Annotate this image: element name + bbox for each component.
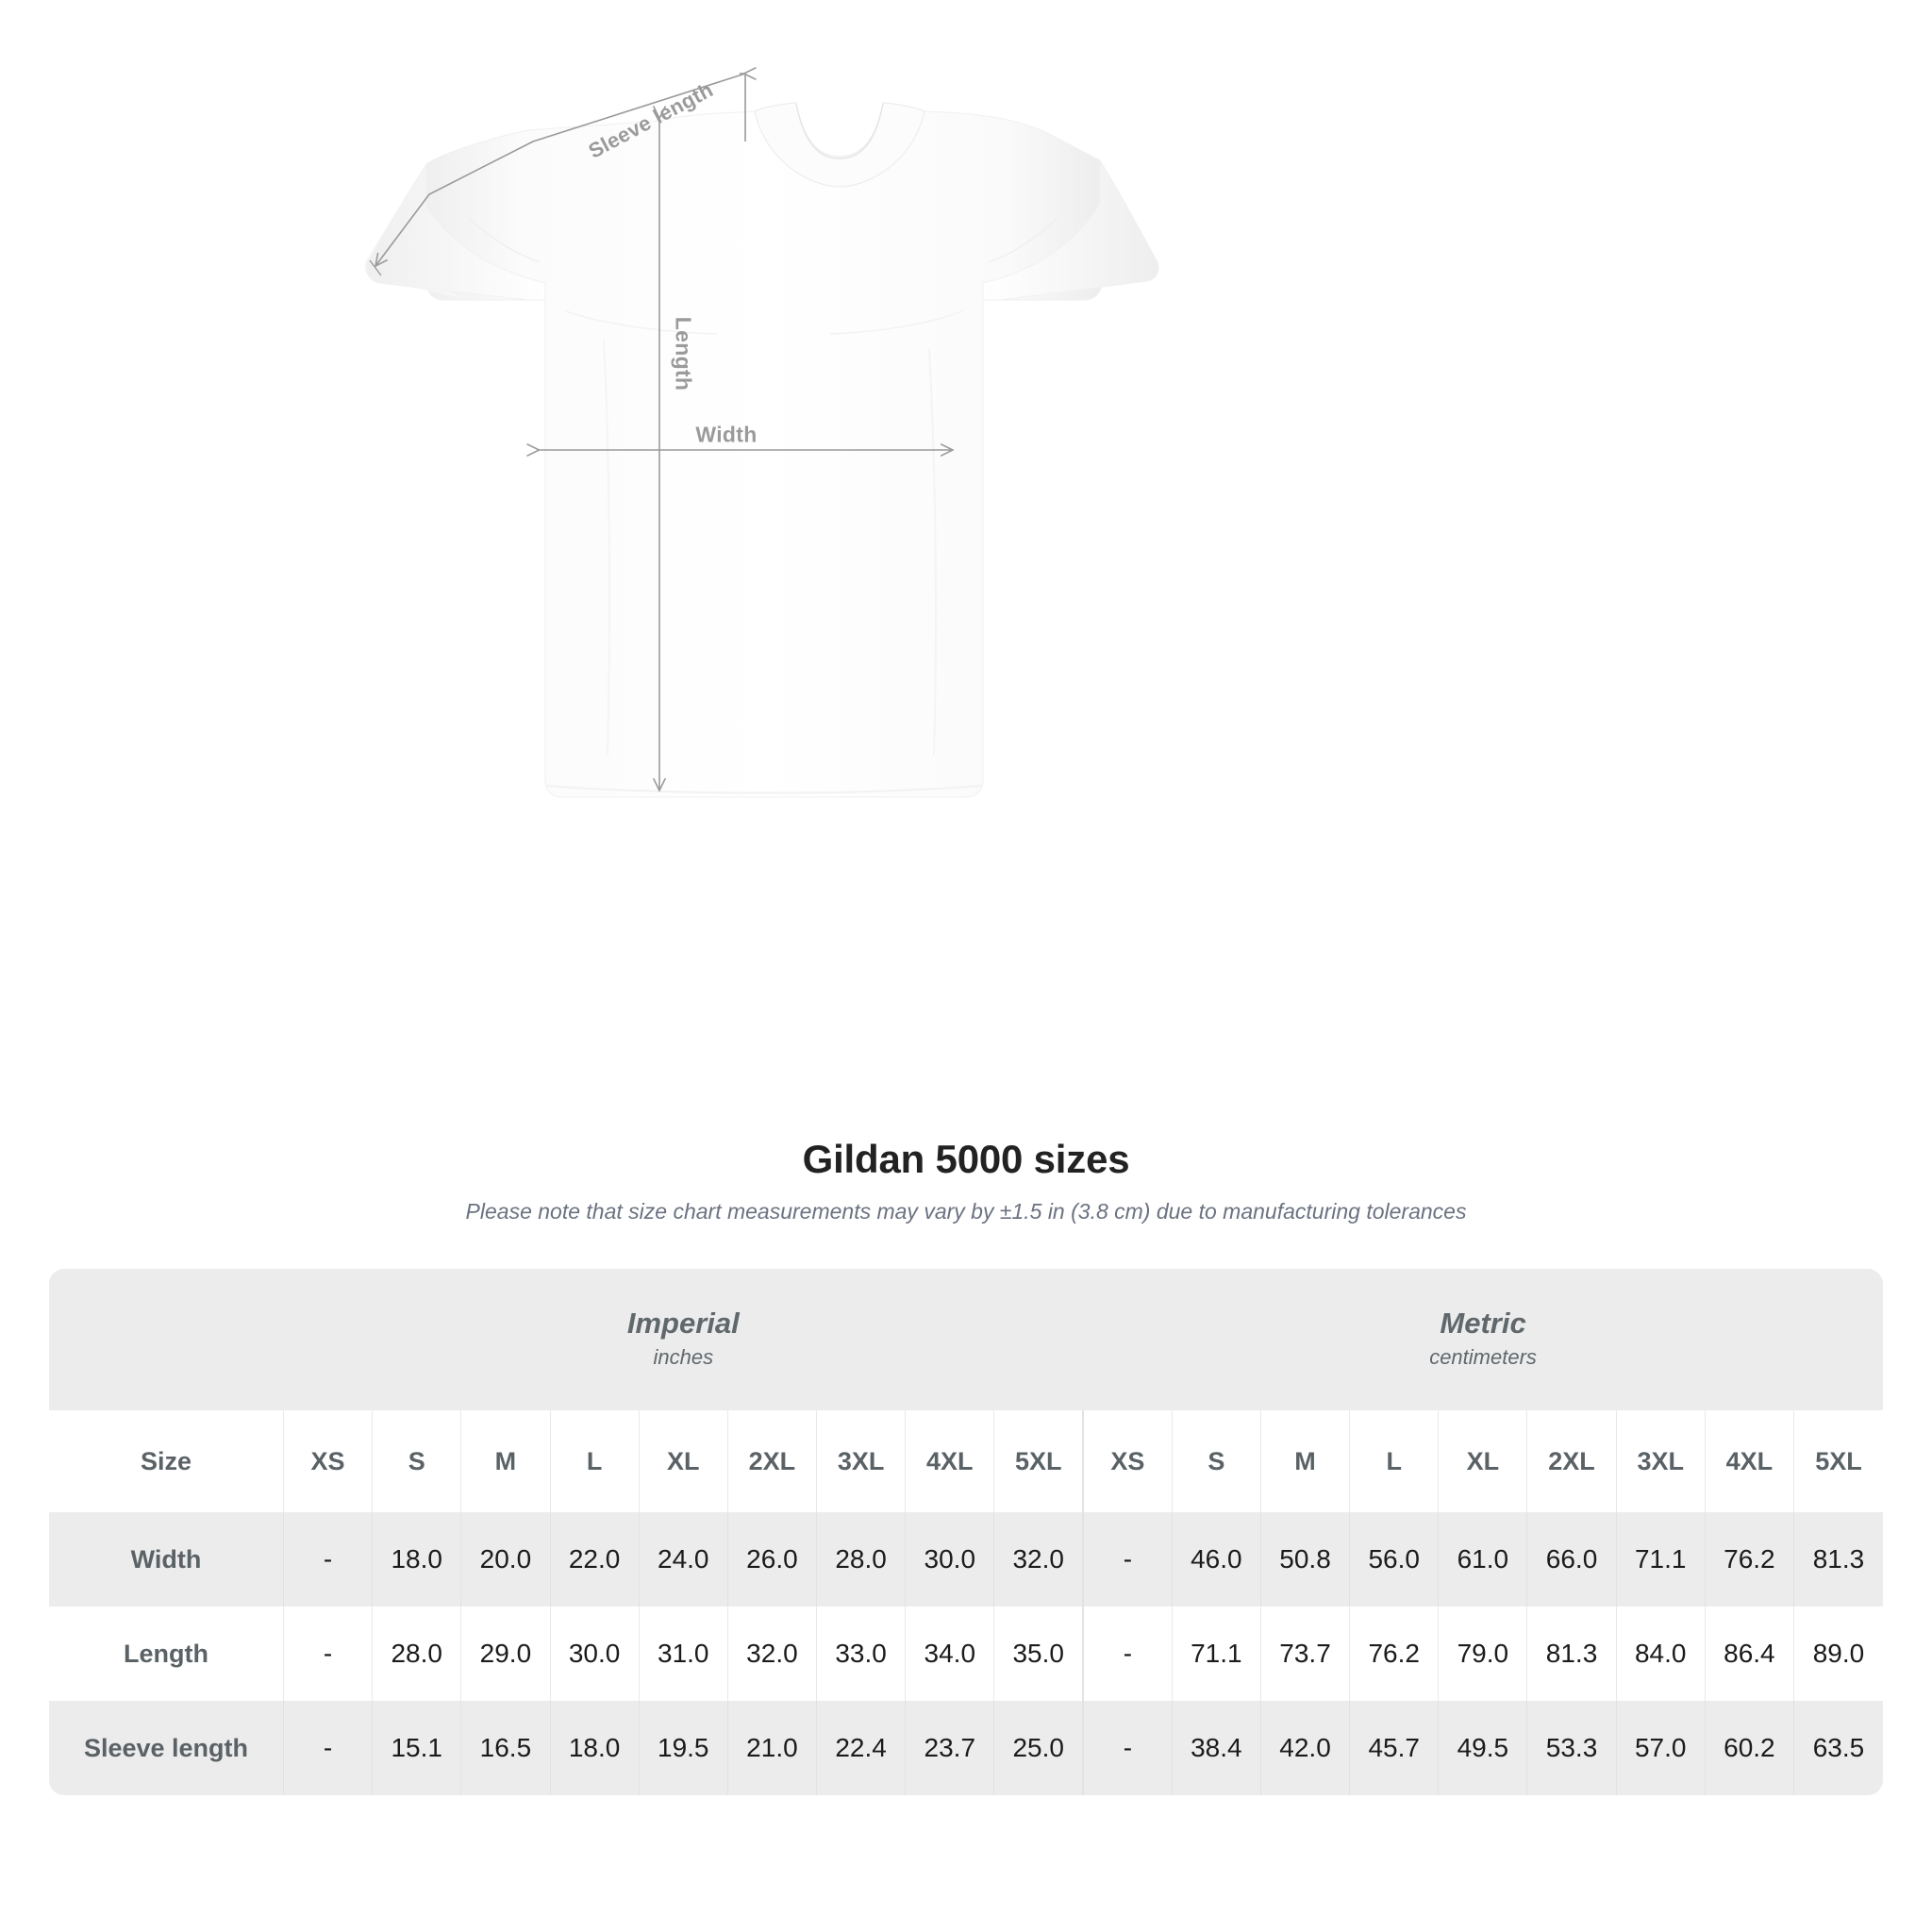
cell-sleeve-metric-xs: - xyxy=(1082,1701,1173,1795)
size-header-imperial-xs: XS xyxy=(282,1410,373,1512)
row-label-length: Length xyxy=(49,1607,284,1701)
cell-width-imperial-3xl: 28.0 xyxy=(816,1512,906,1607)
size-header-metric-l: L xyxy=(1349,1410,1439,1512)
cell-sleeve-imperial-3xl: 22.4 xyxy=(816,1701,906,1795)
cell-sleeve-metric-xl: 49.5 xyxy=(1438,1701,1527,1795)
cell-length-metric-s: 71.1 xyxy=(1171,1607,1261,1701)
size-chart-table-wrap: Imperial inches Metric centimeters Size … xyxy=(49,1269,1883,1795)
cell-sleeve-imperial-l: 18.0 xyxy=(549,1701,640,1795)
cell-width-metric-xl: 61.0 xyxy=(1438,1512,1527,1607)
cell-length-imperial-4xl: 34.0 xyxy=(905,1607,994,1701)
cell-sleeve-imperial-5xl: 25.0 xyxy=(993,1701,1084,1795)
size-header-metric-xl: XL xyxy=(1438,1410,1527,1512)
size-header-imperial-s: S xyxy=(372,1410,461,1512)
size-header-label: Size xyxy=(49,1410,284,1512)
cell-length-imperial-xl: 31.0 xyxy=(638,1607,728,1701)
row-label-width: Width xyxy=(49,1512,284,1607)
cell-length-metric-2xl: 81.3 xyxy=(1526,1607,1617,1701)
cell-width-metric-5xl: 81.3 xyxy=(1792,1512,1883,1607)
size-header-imperial-xl: XL xyxy=(638,1410,728,1512)
length-label: Length xyxy=(671,316,696,391)
cell-length-imperial-3xl: 33.0 xyxy=(816,1607,906,1701)
cell-width-imperial-4xl: 30.0 xyxy=(905,1512,994,1607)
cell-sleeve-metric-4xl: 60.2 xyxy=(1704,1701,1794,1795)
cell-length-metric-xs: - xyxy=(1082,1607,1173,1701)
size-header-imperial-2xl: 2XL xyxy=(726,1410,817,1512)
cell-width-metric-2xl: 66.0 xyxy=(1526,1512,1617,1607)
cell-width-imperial-m: 20.0 xyxy=(460,1512,550,1607)
cell-width-imperial-s: 18.0 xyxy=(372,1512,461,1607)
size-header-imperial-m: M xyxy=(460,1410,550,1512)
cell-sleeve-imperial-4xl: 23.7 xyxy=(905,1701,994,1795)
unit-cell-metric: Metric centimeters xyxy=(1083,1269,1883,1410)
cell-length-metric-5xl: 89.0 xyxy=(1792,1607,1883,1701)
row-label-sleeve-length: Sleeve length xyxy=(49,1701,284,1795)
cell-width-imperial-l: 22.0 xyxy=(549,1512,640,1607)
cell-sleeve-metric-s: 38.4 xyxy=(1171,1701,1261,1795)
page-title: Gildan 5000 sizes xyxy=(802,1137,1130,1181)
page-subtitle: Please note that size chart measurements… xyxy=(465,1199,1467,1224)
cell-sleeve-metric-5xl: 63.5 xyxy=(1792,1701,1883,1795)
cell-width-metric-4xl: 76.2 xyxy=(1704,1512,1794,1607)
cell-length-metric-4xl: 86.4 xyxy=(1704,1607,1794,1701)
size-header-imperial-4xl: 4XL xyxy=(905,1410,994,1512)
cell-length-metric-m: 73.7 xyxy=(1259,1607,1350,1701)
cell-length-imperial-l: 30.0 xyxy=(549,1607,640,1701)
cell-length-imperial-m: 29.0 xyxy=(460,1607,550,1701)
unit-spacer-cell xyxy=(49,1269,284,1410)
size-header-metric-2xl: 2XL xyxy=(1526,1410,1617,1512)
cell-sleeve-metric-3xl: 57.0 xyxy=(1615,1701,1706,1795)
cell-width-metric-l: 56.0 xyxy=(1349,1512,1439,1607)
cell-sleeve-imperial-xs: - xyxy=(282,1701,373,1795)
size-header-imperial-5xl: 5XL xyxy=(993,1410,1084,1512)
width-label: Width xyxy=(695,422,758,447)
size-header-imperial-3xl: 3XL xyxy=(816,1410,906,1512)
unit-banner-row: Imperial inches Metric centimeters xyxy=(49,1269,1883,1410)
cell-length-imperial-5xl: 35.0 xyxy=(993,1607,1084,1701)
size-chart-table: Imperial inches Metric centimeters Size … xyxy=(49,1269,1883,1795)
cell-width-metric-s: 46.0 xyxy=(1171,1512,1261,1607)
cell-length-imperial-s: 28.0 xyxy=(372,1607,461,1701)
cell-width-metric-3xl: 71.1 xyxy=(1615,1512,1706,1607)
unit-name-metric: Metric xyxy=(1440,1307,1526,1341)
cell-length-metric-3xl: 84.0 xyxy=(1615,1607,1706,1701)
sleeve-length-dimension xyxy=(369,74,745,276)
table-row: Length - 28.0 29.0 30.0 31.0 32.0 33.0 3… xyxy=(49,1607,1883,1701)
cell-sleeve-imperial-m: 16.5 xyxy=(460,1701,550,1795)
size-header-row: Size XS S M L XL 2XL 3XL 4XL 5XL XS S M … xyxy=(49,1410,1883,1512)
size-header-metric-5xl: 5XL xyxy=(1792,1410,1883,1512)
table-row: Width - 18.0 20.0 22.0 24.0 26.0 28.0 30… xyxy=(49,1512,1883,1607)
cell-length-imperial-xs: - xyxy=(282,1607,373,1701)
cell-width-imperial-xs: - xyxy=(282,1512,373,1607)
cell-sleeve-imperial-2xl: 21.0 xyxy=(726,1701,817,1795)
size-header-metric-4xl: 4XL xyxy=(1704,1410,1794,1512)
cell-width-metric-xs: - xyxy=(1082,1512,1173,1607)
cell-sleeve-imperial-s: 15.1 xyxy=(372,1701,461,1795)
cell-width-imperial-2xl: 26.0 xyxy=(726,1512,817,1607)
unit-cell-imperial: Imperial inches xyxy=(283,1269,1084,1410)
unit-name-imperial: Imperial xyxy=(626,1307,740,1341)
cell-width-imperial-5xl: 32.0 xyxy=(993,1512,1084,1607)
cell-sleeve-metric-l: 45.7 xyxy=(1349,1701,1439,1795)
size-header-metric-3xl: 3XL xyxy=(1615,1410,1706,1512)
table-row: Sleeve length - 15.1 16.5 18.0 19.5 21.0… xyxy=(49,1701,1883,1795)
unit-sub-metric: centimeters xyxy=(1429,1344,1537,1369)
cell-length-metric-xl: 79.0 xyxy=(1438,1607,1527,1701)
tshirt-diagram-svg xyxy=(364,0,1159,798)
size-header-imperial-l: L xyxy=(549,1410,640,1512)
cell-length-imperial-2xl: 32.0 xyxy=(726,1607,817,1701)
unit-sub-imperial: inches xyxy=(653,1344,714,1369)
tshirt-illustration: Sleeve length Length Width xyxy=(364,0,1159,798)
title-block: Gildan 5000 sizes Please note that size … xyxy=(0,1137,1932,1224)
cell-length-metric-l: 76.2 xyxy=(1349,1607,1439,1701)
cell-sleeve-metric-m: 42.0 xyxy=(1259,1701,1350,1795)
cell-width-metric-m: 50.8 xyxy=(1259,1512,1350,1607)
cell-sleeve-metric-2xl: 53.3 xyxy=(1526,1701,1617,1795)
cell-width-imperial-xl: 24.0 xyxy=(638,1512,728,1607)
size-header-metric-s: S xyxy=(1171,1410,1261,1512)
cell-sleeve-imperial-xl: 19.5 xyxy=(638,1701,728,1795)
size-header-metric-xs: XS xyxy=(1082,1410,1173,1512)
size-header-metric-m: M xyxy=(1259,1410,1350,1512)
